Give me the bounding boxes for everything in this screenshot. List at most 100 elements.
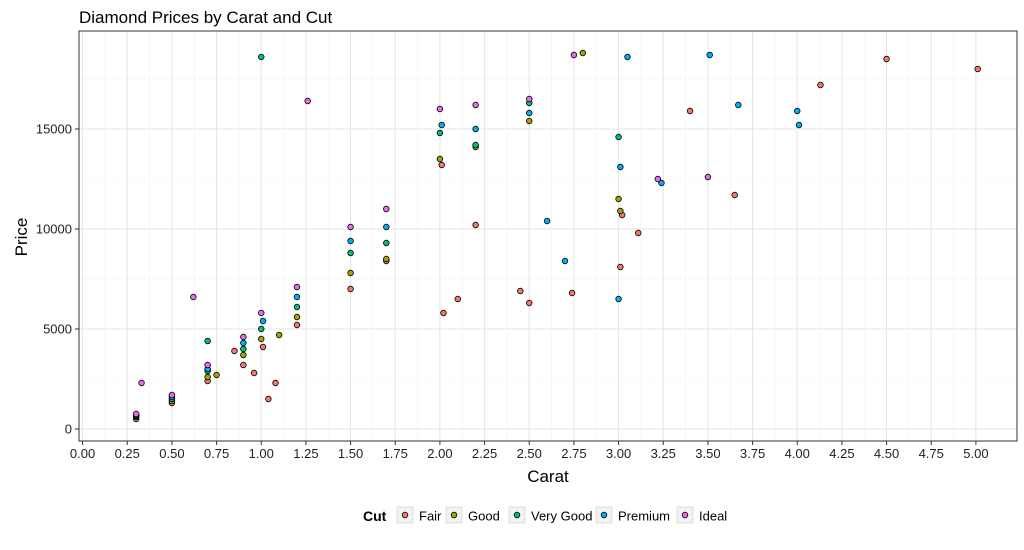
data-point [617,263,624,271]
x-tick-label: 1.50 [338,446,363,461]
data-point [436,105,444,113]
chart-title: Diamond Prices by Carat and Cut [79,8,333,27]
legend-label: Fair [419,509,442,524]
grid-lines [79,31,1017,441]
data-point [240,345,247,353]
data-point [795,121,803,129]
legend-key-point [681,511,689,519]
x-tick-label: 2.75 [561,446,586,461]
data-point [383,223,390,231]
data-point [258,335,265,343]
x-tick-label: 1.25 [293,446,318,461]
data-point [258,325,265,333]
data-point [383,239,390,247]
x-tick-label: 3.25 [651,446,676,461]
data-point [817,81,824,89]
data-point [526,299,533,307]
data-point [706,51,713,59]
x-tick-label: 4.00 [785,446,810,461]
data-point [138,379,145,387]
legend-key-point [401,511,409,519]
data-point [204,337,211,345]
data-point [347,237,354,245]
data-point [615,133,622,141]
y-axis-title: Price [12,218,31,257]
data-point [454,295,461,303]
data-point [213,371,220,379]
data-point [570,51,578,59]
data-point [293,313,301,321]
data-point [436,129,444,137]
data-point [132,410,140,418]
data-point [240,351,247,359]
legend-label: Very Good [531,509,592,524]
data-point [438,161,445,169]
plot-background [79,31,1017,441]
legend: Cut Fair Good Very Good Premium Ideal [363,506,727,524]
data-point [436,155,444,163]
x-tick-label: 4.25 [829,446,854,461]
y-tick-label: 15000 [36,122,72,137]
x-tick-label: 0.25 [115,446,140,461]
x-tick-label: 4.50 [874,446,899,461]
legend-key-point [513,511,521,519]
x-tick-label: 5.00 [963,446,988,461]
data-point [383,205,390,213]
data-point [883,55,890,63]
data-point [686,107,694,115]
data-point [568,289,576,297]
data-point [259,317,267,325]
data-point [258,309,265,317]
data-point [293,303,301,311]
data-point [240,361,247,369]
data-point [472,221,479,229]
data-point [617,207,624,215]
x-tick-label: 2.50 [517,446,542,461]
x-tick-label: 0.50 [159,446,184,461]
x-tick-label: 0.00 [70,446,95,461]
data-point [190,293,197,301]
data-point [438,121,445,129]
data-point [735,101,742,109]
y-tick-label: 0 [65,422,72,437]
plot-panel [79,31,1017,441]
data-point [543,217,551,225]
data-point [731,191,738,199]
data-point [561,257,569,265]
data-point [472,101,479,109]
legend-label: Premium [618,509,670,524]
data-point [204,361,211,369]
data-point [615,295,622,303]
data-point [204,373,211,381]
data-point [440,309,447,317]
data-point [517,287,524,295]
data-point [383,255,390,263]
data-point [624,53,631,61]
axes: 0.00 0.25 0.50 0.75 1.00 1.25 1.50 1.75 2.00 2.25… [36,30,1018,461]
x-tick-label: 1.00 [249,446,274,461]
data-point [635,229,642,237]
y-tick-label: 10000 [36,222,72,237]
data-point [704,173,712,181]
data-point [974,65,981,73]
x-tick-label: 3.75 [740,446,765,461]
y-tick-label: 5000 [43,322,72,337]
data-point [658,179,665,187]
legend-label: Good [468,509,500,524]
x-axis-title: Carat [527,467,569,486]
data-point [617,163,624,171]
data-point [265,395,272,403]
x-tick-label: 0.75 [204,446,229,461]
data-point [526,117,533,125]
data-point [304,97,311,105]
data-point [579,49,587,57]
data-point [347,223,354,231]
data-point [240,333,247,341]
data-point [272,379,279,387]
data-point [231,347,238,355]
x-tick-label: 1.75 [383,446,408,461]
data-point [259,343,267,351]
x-tick-label: 3.00 [606,446,631,461]
legend-key-point [600,511,608,519]
data-point [654,175,662,183]
